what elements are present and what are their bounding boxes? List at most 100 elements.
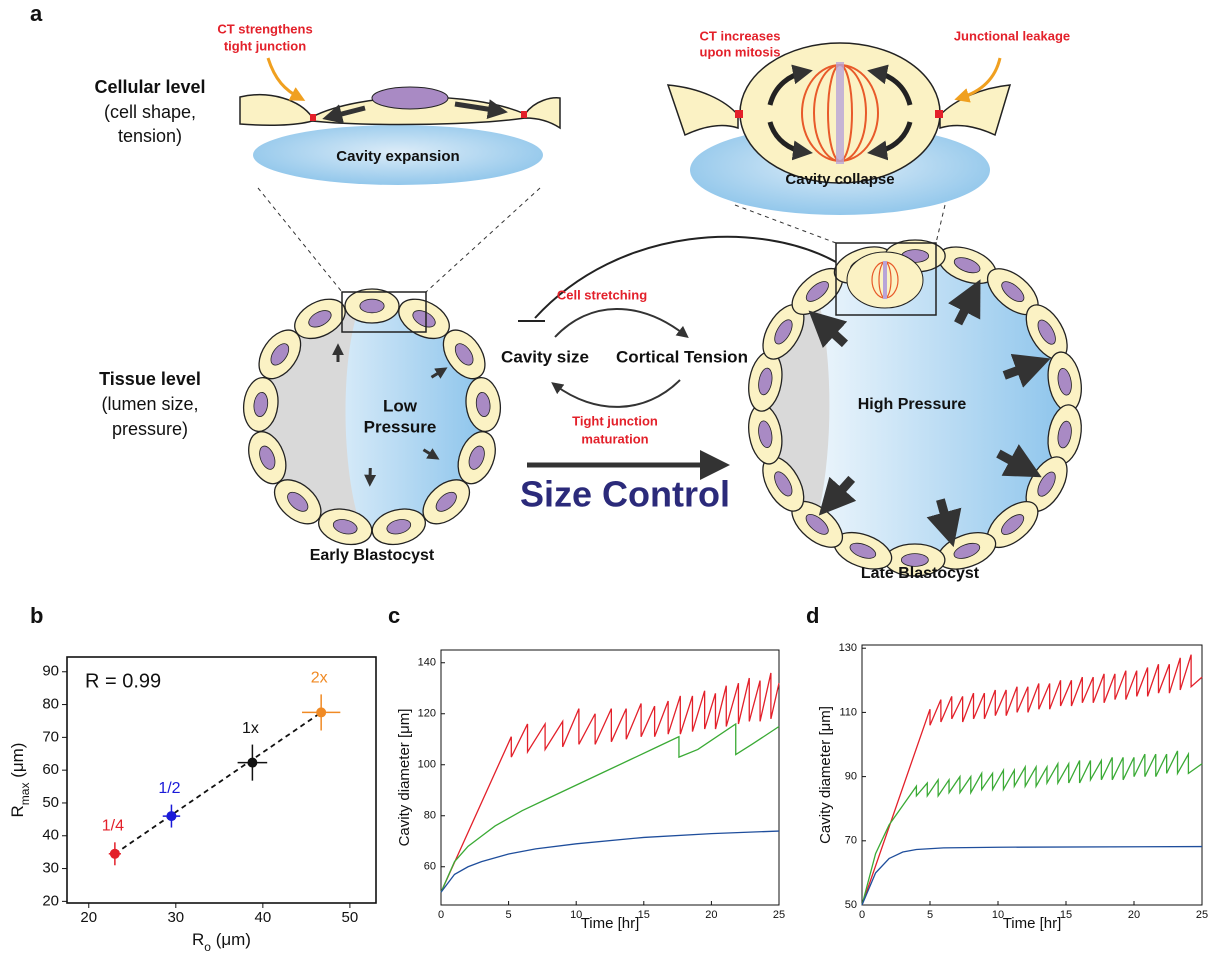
point bbox=[110, 849, 120, 859]
y-axis-label-unit: (μm) bbox=[8, 743, 27, 783]
label: High Pressure bbox=[858, 396, 967, 413]
x-tick-label: 15 bbox=[1060, 909, 1072, 921]
annotation: tight junction bbox=[224, 38, 306, 53]
plot-frame bbox=[441, 650, 779, 905]
y-tick-label: 80 bbox=[424, 810, 436, 822]
figure: a Cellular level (cell shape, tension) T… bbox=[0, 0, 1211, 953]
y-tick-label: 30 bbox=[42, 860, 59, 877]
level-sub: (cell shape, bbox=[104, 102, 196, 122]
y-axis-label-main: R bbox=[8, 805, 27, 817]
y-tick-label: 50 bbox=[42, 794, 59, 811]
y-tick-label: 140 bbox=[418, 657, 436, 669]
level-title: Tissue level bbox=[99, 369, 201, 389]
x-tick-label: 40 bbox=[255, 909, 272, 926]
line bbox=[441, 724, 779, 892]
line bbox=[441, 831, 779, 892]
nucleus bbox=[360, 299, 384, 313]
arrow bbox=[555, 309, 685, 337]
y-axis-label: Cavity diameter [μm] bbox=[817, 706, 834, 844]
chromosomes bbox=[836, 62, 844, 164]
point-label: 1/2 bbox=[158, 780, 180, 797]
x-tick-label: 50 bbox=[342, 909, 359, 926]
y-tick-label: 90 bbox=[42, 663, 59, 680]
cell bbox=[345, 289, 399, 323]
nucleus bbox=[372, 87, 448, 109]
panel-letter: d bbox=[806, 603, 819, 628]
y-axis-label: Cavity diameter [μm] bbox=[396, 709, 413, 847]
label: Cavity size bbox=[501, 347, 589, 366]
point bbox=[247, 758, 257, 768]
y-tick-label: 20 bbox=[42, 892, 59, 909]
level-sub: pressure) bbox=[112, 419, 188, 439]
point bbox=[316, 707, 326, 717]
chromosomes bbox=[883, 261, 887, 299]
annotation: CT increases bbox=[700, 28, 781, 43]
level-title: Cellular level bbox=[94, 77, 205, 97]
y-tick-label: 80 bbox=[42, 696, 59, 713]
headline: Size Control bbox=[520, 474, 730, 515]
cell bbox=[668, 85, 738, 135]
x-tick-label: 0 bbox=[438, 909, 444, 921]
x-tick-label: 25 bbox=[773, 909, 785, 921]
label: Cavity collapse bbox=[785, 171, 894, 188]
panel-letter: c bbox=[388, 603, 400, 628]
point-label: 1/4 bbox=[102, 818, 124, 835]
junction bbox=[521, 111, 527, 118]
panel-a: a Cellular level (cell shape, tension) T… bbox=[30, 1, 1086, 582]
line bbox=[862, 751, 1202, 905]
x-axis-label: Time [hr] bbox=[1003, 915, 1062, 932]
junction bbox=[735, 110, 743, 118]
annotation: upon mitosis bbox=[700, 44, 781, 59]
x-tick-label: 15 bbox=[638, 909, 650, 921]
x-tick-label: 20 bbox=[705, 909, 717, 921]
point bbox=[166, 811, 176, 821]
line bbox=[862, 655, 1202, 905]
y-tick-label: 100 bbox=[418, 759, 436, 771]
x-tick-label: 30 bbox=[167, 909, 184, 926]
y-tick-label: 90 bbox=[845, 771, 857, 783]
panel-letter: b bbox=[30, 603, 43, 628]
arrow bbox=[268, 58, 300, 98]
level-sub: tension) bbox=[118, 126, 182, 146]
x-tick-label: 25 bbox=[1196, 909, 1208, 921]
label: Cortical Tension bbox=[616, 347, 748, 366]
caption: Early Blastocyst bbox=[310, 547, 435, 564]
level-sub: (lumen size, bbox=[101, 394, 198, 414]
point-label: 1x bbox=[242, 720, 259, 737]
fit-line bbox=[115, 712, 321, 853]
annotation: Tight junction bbox=[572, 413, 658, 428]
label: Cavity expansion bbox=[336, 148, 459, 165]
x-axis-label: Ro (μm) bbox=[192, 930, 251, 953]
x-tick-label: 20 bbox=[80, 909, 97, 926]
point-label: 2x bbox=[311, 670, 328, 687]
page: html, body { margin: 0; padding: 0; widt… bbox=[0, 0, 1211, 953]
x-tick-label: 5 bbox=[927, 909, 933, 921]
panel-b: b 20 30 40 50 20 30 40 50 60 70 80 90 Ro (μm) Rmax (μ… bbox=[8, 603, 376, 953]
panel-letter: a bbox=[30, 1, 43, 26]
junction bbox=[310, 114, 316, 121]
y-axis-label: Rmax (μm) bbox=[8, 743, 32, 818]
y-tick-label: 110 bbox=[839, 706, 857, 718]
body: { "diagram": { "panel_a": "a", "cellular… bbox=[0, 0, 1211, 953]
y-tick-label: 60 bbox=[42, 761, 59, 778]
annotation: Junctional leakage bbox=[954, 28, 1070, 43]
label: Low bbox=[383, 396, 418, 415]
y-axis-label-sub: max bbox=[18, 783, 32, 806]
x-tick-label: 20 bbox=[1128, 909, 1140, 921]
annotation: R = 0.99 bbox=[85, 670, 161, 692]
annotation: maturation bbox=[581, 431, 648, 446]
junction bbox=[935, 110, 943, 118]
y-tick-label: 130 bbox=[839, 642, 857, 654]
line bbox=[862, 847, 1202, 905]
y-tick-label: 120 bbox=[418, 708, 436, 720]
y-tick-label: 40 bbox=[42, 827, 59, 844]
label: Pressure bbox=[364, 417, 437, 436]
y-tick-label: 60 bbox=[424, 861, 436, 873]
x-tick-label: 5 bbox=[506, 909, 512, 921]
caption: Late Blastocyst bbox=[861, 565, 980, 582]
y-tick-label: 50 bbox=[845, 899, 857, 911]
annotation: Cell stretching bbox=[557, 287, 647, 302]
y-tick-label: 70 bbox=[42, 728, 59, 745]
